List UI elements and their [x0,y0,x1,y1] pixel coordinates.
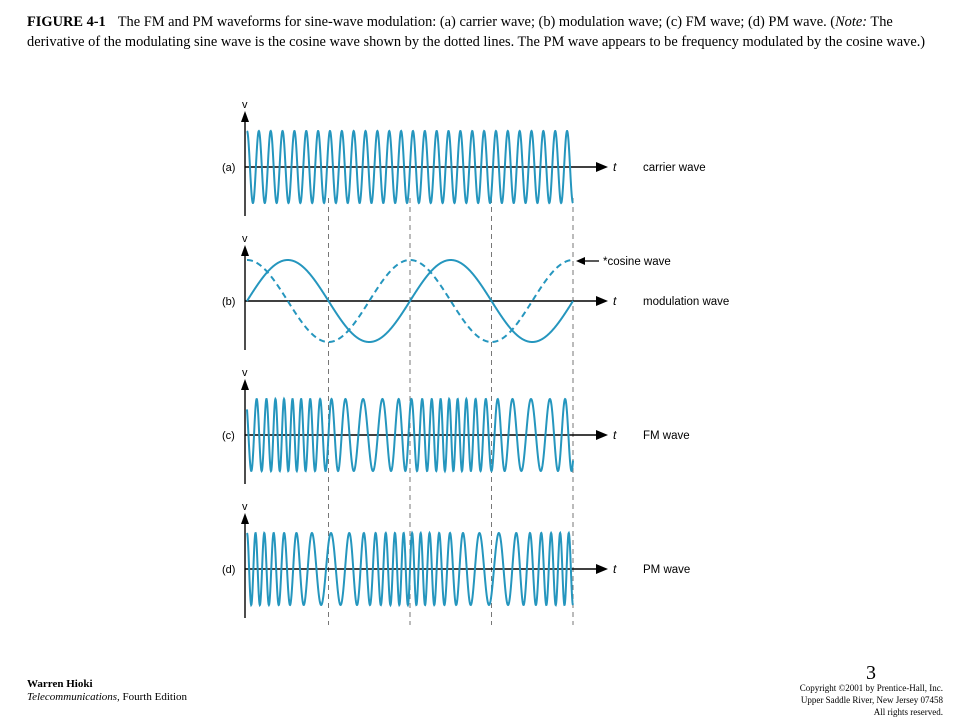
footer-book-title: Telecommunications, [27,691,120,703]
panel-d-v-label: v [242,501,248,513]
panel-b-t-label: t [613,294,617,308]
panel-b-t-arrowhead [596,296,608,306]
carrier-waveform [246,129,574,205]
panel-a-label: (a) [222,162,235,174]
sine-modulation-waveform [246,259,574,343]
panel-a-v-label: v [242,99,248,111]
panel-a-v-arrowhead [241,111,249,122]
copyright-line-3: All rights reserved. [873,707,943,717]
figure-number: FIGURE 4-1 [27,14,106,30]
panel-a-t-label: t [613,160,617,174]
footer-copyright-block: Copyright ©2001 by Prentice-Hall, Inc. U… [800,682,943,718]
panel-c: v t (c) FM wave [222,367,690,484]
cosine-wave-annotation: *cosine wave [603,256,671,268]
pm-waveform [246,530,574,608]
panel-d-name: PM wave [643,564,690,576]
panel-d-label: (d) [222,564,235,576]
panel-c-v-label: v [242,367,248,379]
page-number: 3 [866,662,876,684]
caption-note-text: The derivative of the modulating sine wa… [27,14,926,50]
panel-d-v-arrowhead [241,513,249,524]
panel-a: v t (a) carrier wave [222,99,706,216]
panel-a-t-arrowhead [596,162,608,172]
panel-c-t-label: t [613,428,617,442]
panel-d: v t (d) PM wave [222,501,690,618]
footer-author: Warren Hioki [27,678,93,690]
panel-b-name: modulation wave [643,296,729,308]
footer-book-edition: Fourth Edition [119,691,188,703]
panel-c-v-arrowhead [241,379,249,390]
footer-book: Telecommunications, Fourth Edition [27,691,187,704]
copyright-line-2: Upper Saddle River, New Jersey 07458 [800,695,943,705]
caption-note-label: Note: [835,14,868,30]
panel-b-v-arrowhead [241,245,249,256]
panel-b: v t (b) modulation wave *cosine wave [222,233,729,350]
panel-d-t-arrowhead [596,564,608,574]
cosine-annotation-arrowhead [576,257,585,265]
panel-c-t-arrowhead [596,430,608,440]
panel-d-t-label: t [613,562,617,576]
panel-c-name: FM wave [643,430,690,442]
cosine-waveform-dashed [247,259,573,343]
copyright-line-1: Copyright ©2001 by Prentice-Hall, Inc. [799,683,943,693]
footer-author-block: Warren Hioki Telecommunications, Fourth … [27,678,187,704]
panel-c-label: (c) [222,430,235,442]
panel-b-v-label: v [242,233,248,245]
panel-a-name: carrier wave [643,162,706,174]
panel-b-label: (b) [222,296,235,308]
caption-main-text: The FM and PM waveforms for sine-wave mo… [117,14,836,30]
figure-caption: FIGURE 4-1 The FM and PM waveforms for si… [27,12,937,52]
fm-waveform [246,396,574,474]
